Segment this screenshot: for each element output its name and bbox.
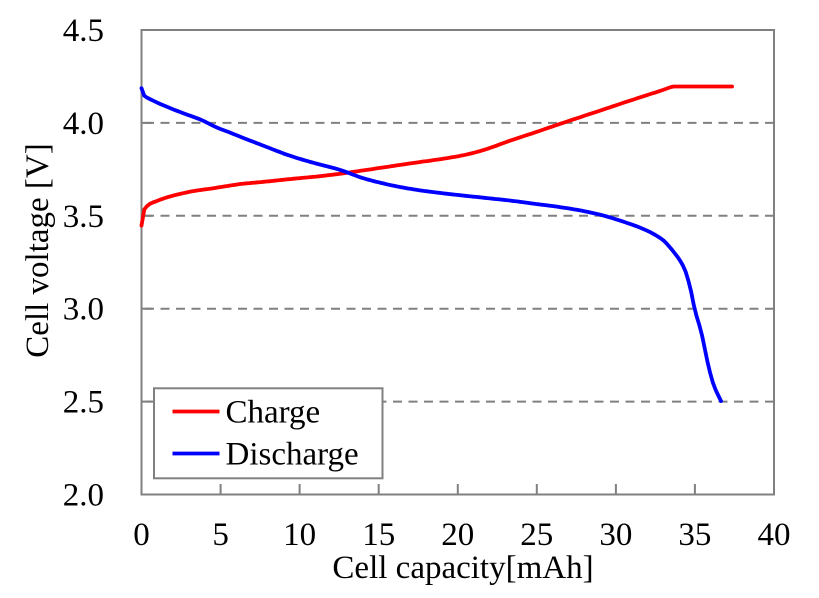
svg-text:2.5: 2.5 xyxy=(63,385,104,421)
svg-text:4.5: 4.5 xyxy=(63,13,104,49)
svg-text:3.0: 3.0 xyxy=(63,292,104,328)
svg-text:40: 40 xyxy=(758,517,791,553)
svg-text:35: 35 xyxy=(678,517,711,553)
svg-text:Cell capacity[mAh]: Cell capacity[mAh] xyxy=(332,550,593,586)
svg-text:2.0: 2.0 xyxy=(63,478,104,514)
svg-text:Discharge: Discharge xyxy=(226,436,359,472)
svg-text:20: 20 xyxy=(441,517,474,553)
svg-text:3.5: 3.5 xyxy=(63,199,104,235)
svg-text:0: 0 xyxy=(133,517,150,553)
svg-text:Cell voltage [V]: Cell voltage [V] xyxy=(20,143,56,357)
svg-text:5: 5 xyxy=(212,517,229,553)
svg-text:Charge: Charge xyxy=(226,395,321,431)
svg-text:15: 15 xyxy=(362,517,395,553)
svg-text:25: 25 xyxy=(520,517,553,553)
svg-text:10: 10 xyxy=(283,517,316,553)
svg-text:4.0: 4.0 xyxy=(63,106,104,142)
svg-text:30: 30 xyxy=(599,517,632,553)
